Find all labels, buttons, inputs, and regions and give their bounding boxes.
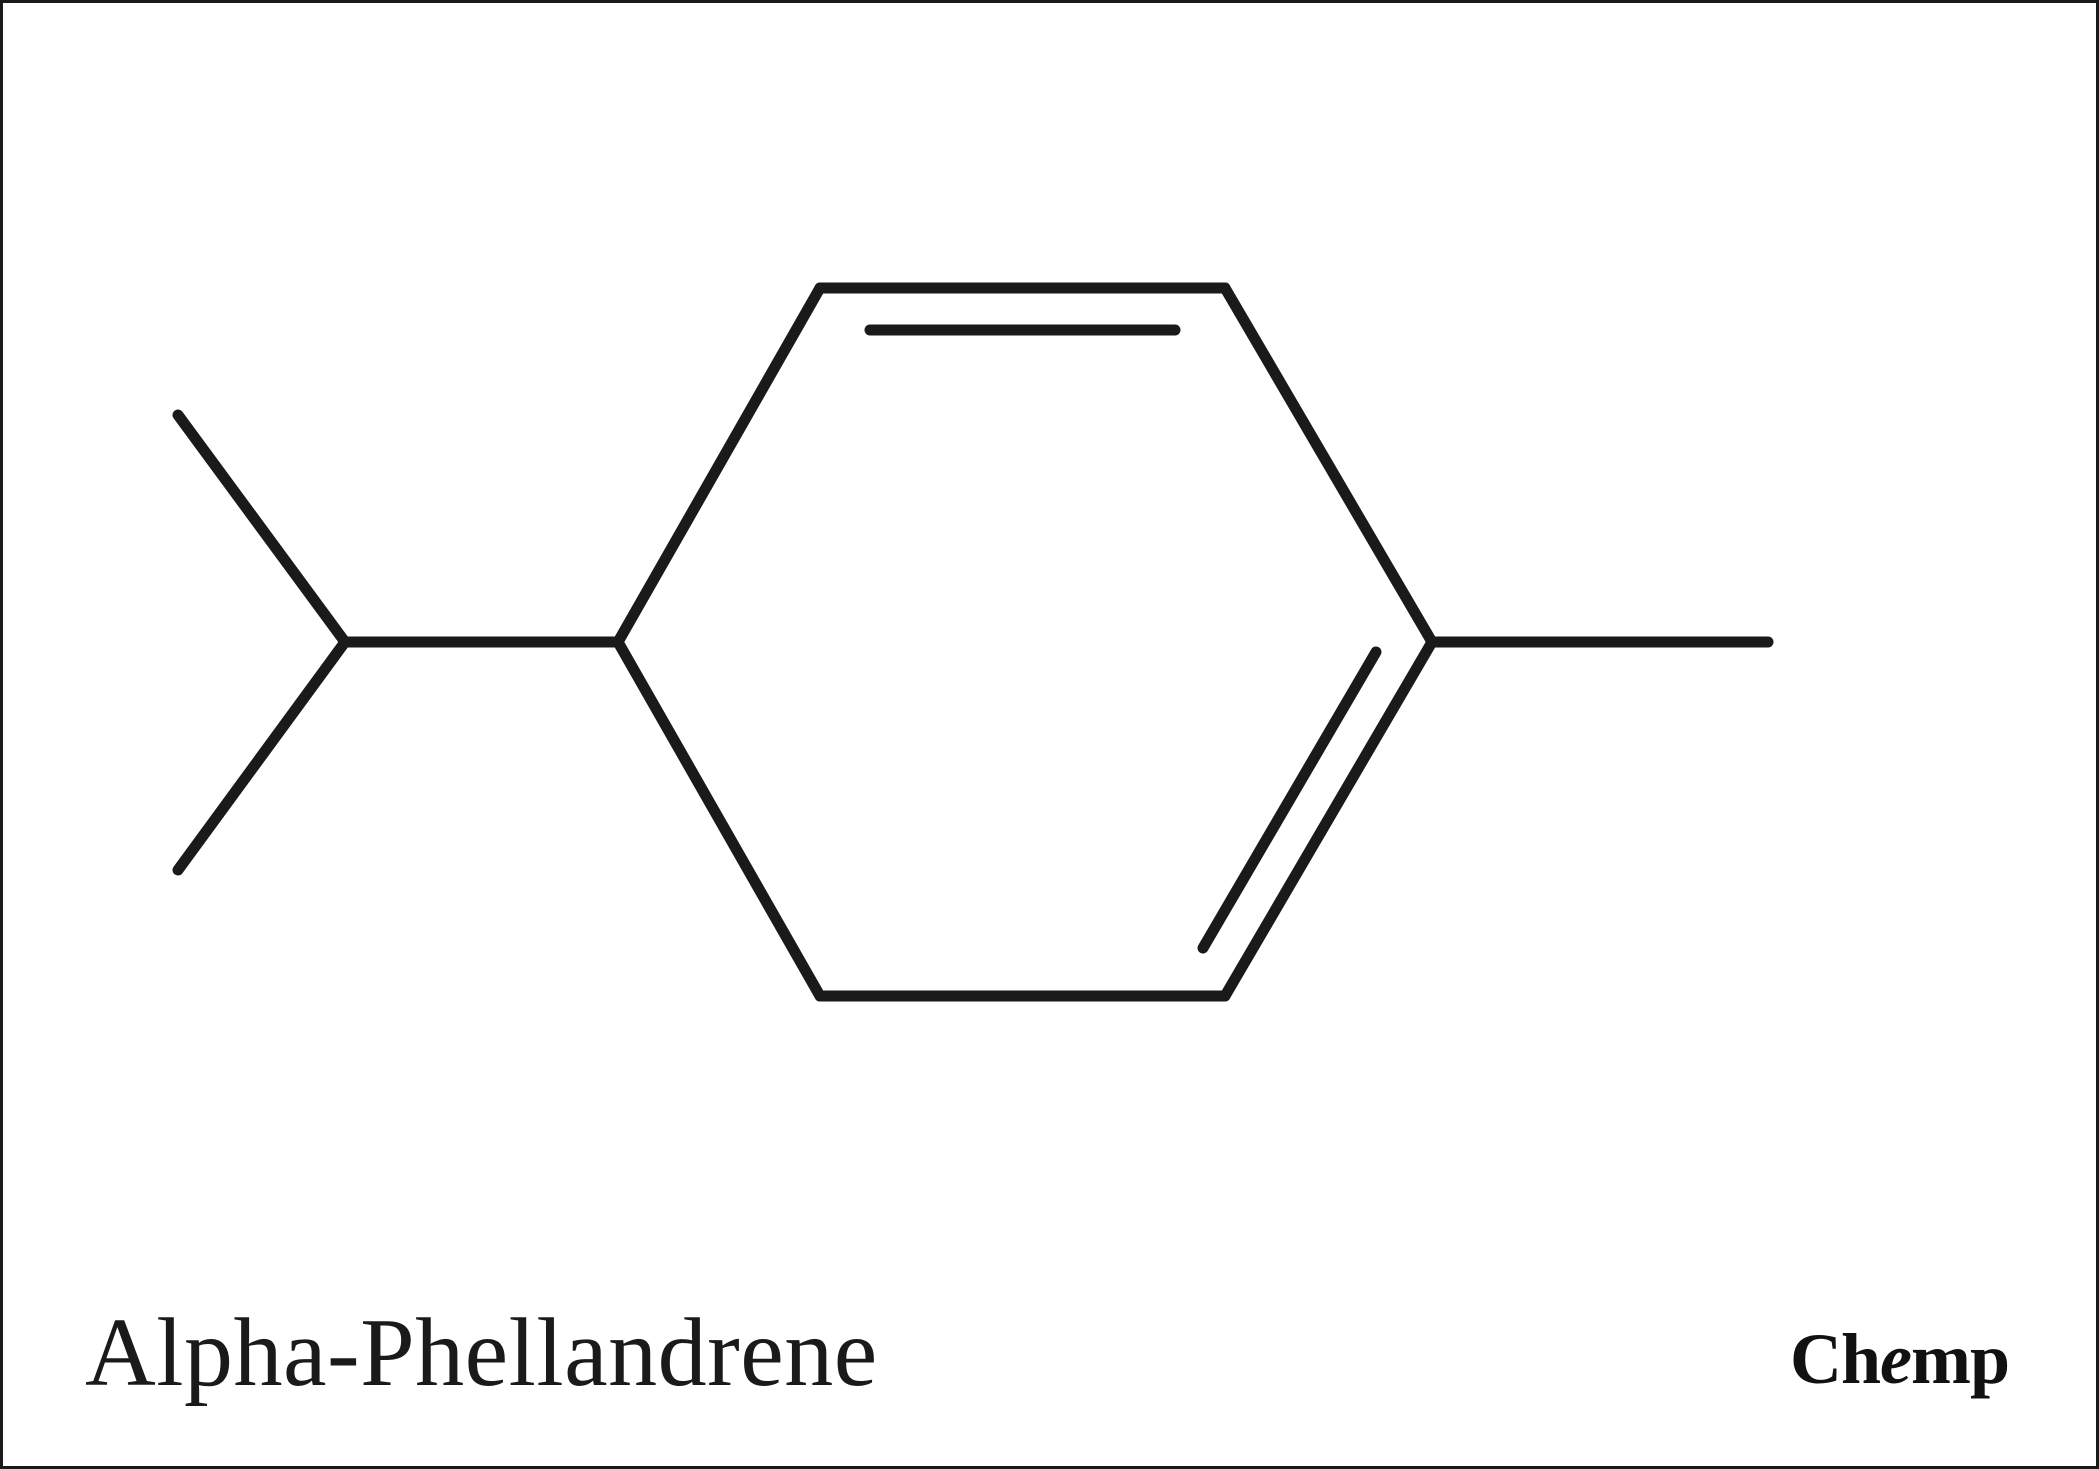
bond-ring-bot-right: [1225, 642, 1432, 996]
brand-logo: Chemp: [1790, 1318, 2009, 1401]
molecule-structure: [0, 0, 2099, 1469]
bond-ring-top-right: [1225, 288, 1432, 642]
brand-text: Chemp: [1790, 1319, 2009, 1399]
bond-iso-down: [178, 642, 345, 870]
bond-ring-bot-right-inner: [1203, 652, 1376, 948]
bond-iso-up: [178, 415, 345, 642]
bond-ring-bot-left: [618, 642, 820, 996]
compound-name-label: Alpha-Phellandrene: [85, 1297, 878, 1409]
bond-ring-top-left: [618, 288, 820, 642]
diagram-canvas: Alpha-Phellandrene Chemp: [0, 0, 2099, 1469]
